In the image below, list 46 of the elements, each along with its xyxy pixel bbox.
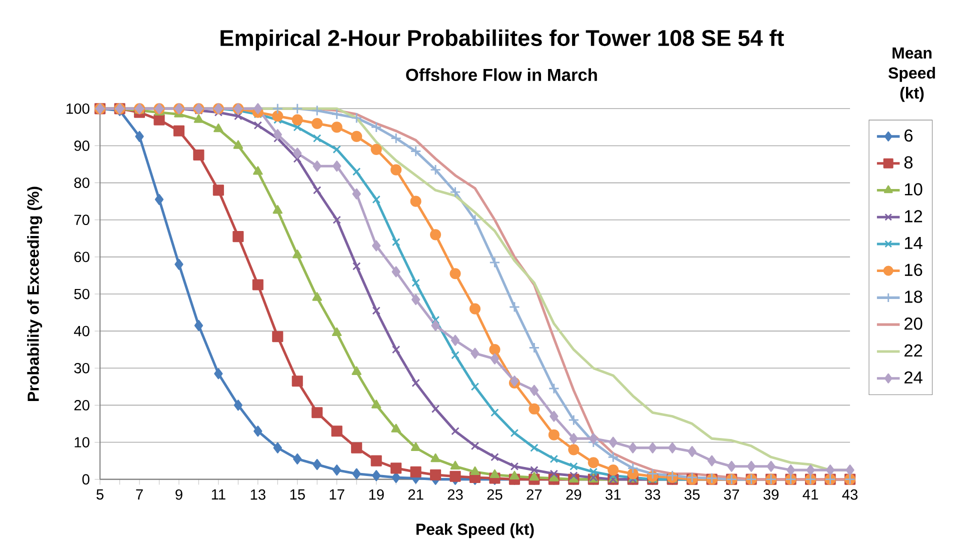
x-tick-label: 31 (606, 489, 621, 500)
x-tick-label: 23 (448, 489, 463, 500)
legend-label: 24 (904, 371, 922, 384)
chart-title: Empirical 2-Hour Probabiliites for Tower 108 SE 54 ft (220, 29, 784, 50)
x-tick-label: 13 (250, 489, 266, 500)
legend-label: 8 (904, 156, 913, 168)
y-tick-label: 90 (74, 140, 90, 151)
x-tick-label: 7 (136, 489, 143, 500)
x-tick-label: 25 (487, 489, 502, 500)
x-tick-label: 17 (330, 489, 344, 500)
x-tick-label: 21 (408, 489, 424, 500)
y-tick-label: 100 (66, 103, 90, 114)
y-tick-label: 0 (82, 474, 90, 484)
x-tick-label: 15 (290, 489, 305, 500)
y-tick-label: 40 (74, 326, 90, 336)
y-tick-label: 70 (74, 214, 90, 225)
y-axis-title: Probability of Exceeding (%) (27, 186, 42, 401)
x-axis-title: Peak Speed (kt) (416, 523, 534, 538)
legend-label: 14 (904, 236, 922, 249)
legend-label: 10 (904, 183, 922, 196)
x-tick-label: 37 (724, 489, 739, 500)
x-tick-label: 9 (176, 489, 182, 500)
x-tick-label: 5 (96, 489, 104, 500)
x-tick-label: 27 (526, 489, 542, 500)
legend-label: 16 (904, 264, 922, 276)
chart-subtitle: Offshore Flow in March (406, 68, 597, 81)
x-tick-label: 35 (684, 489, 700, 500)
legend-label: 6 (904, 129, 913, 142)
legend-label: 18 (904, 290, 922, 303)
x-tick-label: 43 (842, 489, 858, 500)
x-tick-label: 33 (645, 489, 660, 500)
x-tick-label: 11 (212, 489, 226, 500)
y-tick-label: 20 (74, 400, 90, 410)
legend-label: 12 (904, 210, 922, 222)
legend-label: 20 (904, 317, 922, 330)
legend-title: Mean Speed (kt) (888, 47, 935, 102)
y-tick-label: 10 (74, 436, 90, 448)
y-tick-label: 50 (74, 288, 90, 300)
y-tick-label: 30 (74, 362, 90, 374)
legend-label: 22 (904, 344, 922, 356)
y-tick-label: 60 (74, 252, 90, 262)
y-tick-label: 80 (74, 177, 90, 188)
x-tick-label: 39 (763, 489, 779, 500)
x-tick-label: 19 (369, 489, 384, 500)
x-tick-label: 41 (802, 489, 818, 500)
x-tick-label: 29 (566, 489, 582, 500)
